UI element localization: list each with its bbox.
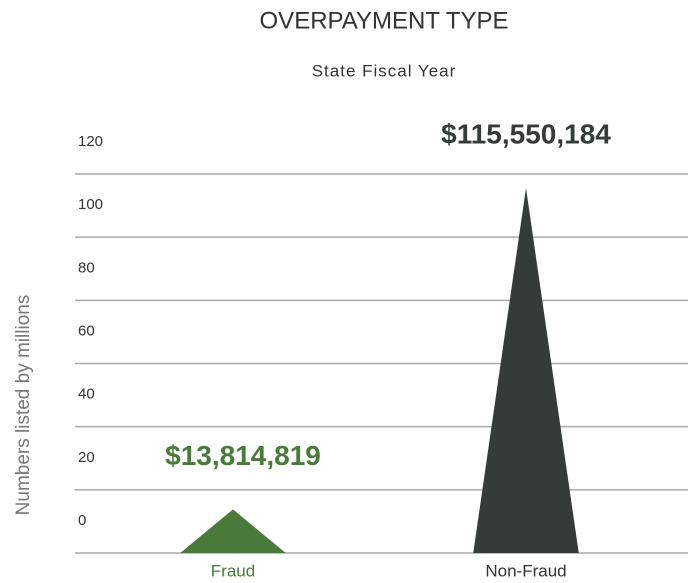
chart-title: OVERPAYMENT TYPE xyxy=(260,7,509,34)
bar xyxy=(473,188,579,553)
bar xyxy=(180,509,286,553)
chart-subtitle: State Fiscal Year xyxy=(312,61,457,80)
y-tick-label: 100 xyxy=(78,196,103,213)
y-tick-label: 60 xyxy=(78,322,95,339)
value-label: $115,550,184 xyxy=(441,118,611,149)
value-label: $13,814,819 xyxy=(165,440,321,471)
y-tick-label: 0 xyxy=(78,512,86,529)
y-axis-label: Numbers listed by millions xyxy=(13,295,34,516)
y-tick-label: 80 xyxy=(78,259,95,276)
x-tick-label: Fraud xyxy=(211,561,255,580)
y-tick-label: 120 xyxy=(78,133,103,150)
y-tick-label: 40 xyxy=(78,386,95,403)
y-tick-label: 20 xyxy=(78,449,95,466)
x-tick-label: Non-Fraud xyxy=(485,561,566,580)
